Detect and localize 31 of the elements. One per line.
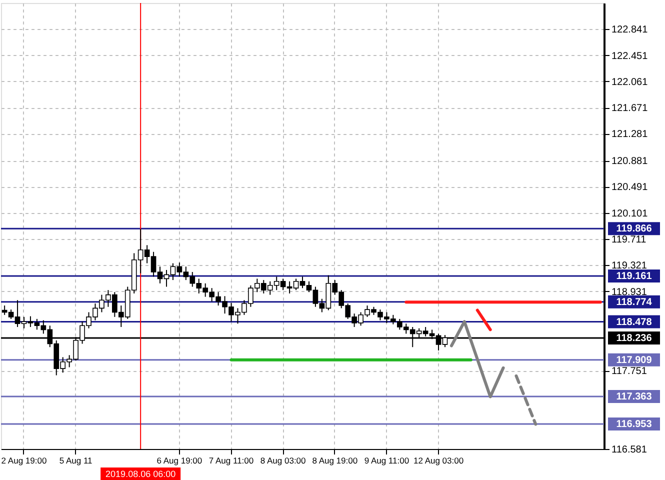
x-tick-label: 6 Aug 19:00 bbox=[156, 456, 202, 466]
x-tick-label: 9 Aug 11:00 bbox=[364, 456, 410, 466]
y-tick-label: 116.581 bbox=[612, 444, 648, 456]
ref-line-label: 118.774 bbox=[616, 296, 652, 308]
ref-line-label: 119.866 bbox=[616, 224, 652, 235]
y-tick-label: 117.751 bbox=[612, 366, 648, 378]
y-tick-label: 119.321 bbox=[612, 260, 648, 272]
ref-line-label: 117.363 bbox=[616, 392, 652, 403]
ref-line-label: 117.909 bbox=[616, 354, 652, 366]
x-tick-label: 7 Aug 11:00 bbox=[208, 456, 254, 466]
y-tick-label: 119.711 bbox=[612, 234, 647, 246]
y-tick-label: 121.281 bbox=[612, 129, 648, 140]
y-tick-label: 120.491 bbox=[612, 182, 648, 194]
y-tick-label: 118.931 bbox=[612, 286, 648, 298]
x-tick-label: 2 Aug 19:00 bbox=[1, 456, 47, 466]
x-tick-label: 2019.08.06 06:00 bbox=[106, 469, 176, 479]
y-tick-label: 120.881 bbox=[612, 156, 648, 168]
line-series bbox=[450, 320, 505, 398]
ref-line-label: 116.953 bbox=[616, 419, 652, 430]
ref-line-label: 118.236 bbox=[616, 332, 652, 344]
x-tick-label: 12 Aug 03:00 bbox=[413, 456, 464, 466]
ref-line-label: 118.478 bbox=[616, 316, 652, 328]
x-tick-label: 5 Aug 11 bbox=[59, 456, 93, 466]
y-tick-label: 122.451 bbox=[612, 50, 648, 62]
y-tick-label: 120.101 bbox=[612, 208, 648, 220]
y-tick-label: 121.671 bbox=[612, 103, 648, 114]
y-tick-label: 122.061 bbox=[612, 76, 648, 88]
x-tick-label: 8 Aug 19:00 bbox=[312, 456, 358, 466]
x-tick-label: 8 Aug 03:00 bbox=[260, 456, 306, 466]
ref-line-label: 119.161 bbox=[616, 270, 652, 282]
y-tick-label: 122.841 bbox=[612, 24, 648, 36]
